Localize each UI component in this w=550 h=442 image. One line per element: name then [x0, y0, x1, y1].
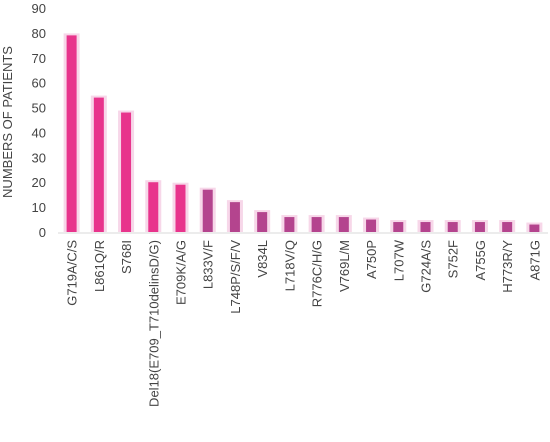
x-tick-label: L861Q/R — [92, 240, 107, 292]
x-tick-label: E709K/A/G — [174, 240, 189, 305]
x-tick-label: A750P — [364, 240, 379, 279]
bar-a755g — [474, 222, 485, 232]
bar-l861q-r — [93, 97, 104, 232]
bar-g719a-c-s — [66, 35, 77, 232]
bar-h773r-y — [502, 222, 513, 232]
y-tick-label: 60 — [32, 76, 46, 91]
bar-v834l — [257, 212, 268, 232]
x-tick-label: V769L/M — [337, 240, 352, 292]
x-tick-label: L707W — [391, 239, 406, 281]
y-axis-ticks: 0 10 20 30 40 50 60 70 80 90 — [32, 1, 46, 240]
x-tick-label: S752F — [446, 240, 461, 278]
bars — [63, 33, 543, 232]
x-tick-label: V834L — [255, 240, 270, 278]
x-tick-label: H773R/Y — [500, 240, 515, 293]
bar-s768i — [121, 112, 132, 232]
x-tick-label: S768I — [119, 240, 134, 274]
y-tick-label: 90 — [32, 1, 46, 16]
y-tick-label: 20 — [32, 175, 46, 190]
bar-del18-e709-t710delinsd-g- — [148, 182, 159, 232]
x-tick-label: L833V/F — [201, 240, 216, 289]
x-tick-label: R776C/H/G — [310, 240, 325, 307]
y-tick-label: 80 — [32, 26, 46, 41]
y-tick-label: 10 — [32, 200, 46, 215]
x-tick-label: L718V/Q — [282, 240, 297, 291]
x-tick-label: A871G — [527, 240, 542, 280]
bar-a750p — [366, 219, 377, 232]
bar-a871g — [529, 224, 540, 232]
y-tick-label: 50 — [32, 101, 46, 116]
x-axis-ticks: G719A/C/S L861Q/R S768I Del18(E709_T710deli… — [65, 239, 543, 407]
x-tick-label: L748P/S/F/V — [228, 240, 243, 314]
bar-e709k-a-g — [175, 184, 186, 232]
bar-v769l-m — [338, 217, 349, 232]
x-tick-label: Del18(E709_T710delinsD/G) — [146, 240, 161, 407]
x-tick-label: G724A/S — [419, 240, 434, 293]
bar-g724a-s — [420, 222, 431, 232]
y-tick-label: 70 — [32, 51, 46, 66]
x-tick-label: A755G — [473, 240, 488, 280]
bar-l748p-s-f-v — [229, 202, 240, 232]
y-axis-title: NUMBERS OF PATIENTS — [0, 46, 15, 198]
bar-l718v-q — [284, 217, 295, 232]
x-tick-label: G719A/C/S — [65, 240, 80, 306]
bar-l707w — [393, 222, 404, 232]
y-tick-label: 30 — [32, 150, 46, 165]
bar-r776c-h-g — [311, 217, 322, 232]
y-tick-label: 0 — [39, 225, 46, 240]
bar-l833v-f — [202, 189, 213, 232]
y-tick-label: 40 — [32, 125, 46, 140]
bar-s752f — [447, 222, 458, 232]
